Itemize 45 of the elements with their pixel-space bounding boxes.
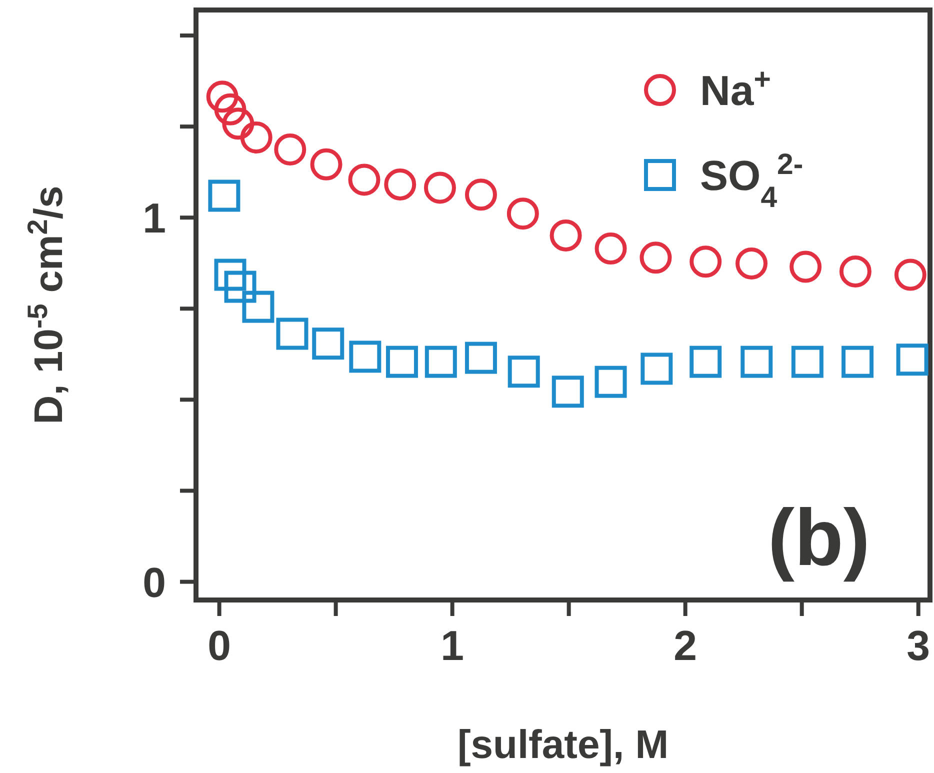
point [240,121,272,154]
point [274,133,306,166]
point [224,270,256,303]
point [842,346,874,378]
point [640,352,673,385]
point [740,346,773,378]
point [690,346,722,378]
point [894,258,926,291]
point [386,346,418,378]
point [594,232,627,265]
point [640,242,672,274]
point [736,247,768,280]
point [424,172,456,204]
point [550,219,582,252]
point [214,93,246,126]
point [208,180,240,212]
annotation: (b) [768,493,870,582]
point [594,366,627,398]
point [349,340,382,373]
point [424,346,457,378]
point [839,255,872,288]
point [508,356,540,388]
point [552,376,584,408]
point [464,342,497,374]
point [690,246,722,278]
point [242,290,274,323]
x-tick-label: 2 [674,622,698,669]
x-tick-label: 3 [906,622,930,669]
x-tick-label: 0 [208,622,231,669]
point [506,198,539,230]
point [312,328,344,360]
point [348,164,380,196]
point [464,178,497,211]
legend-label: Na$^{+}$ [700,62,771,114]
point [214,258,246,291]
point [206,80,238,113]
point [791,346,824,378]
point [276,318,308,350]
point [222,108,254,140]
x-tick-label: 1 [440,622,464,669]
x-axis-title: [sulfate], M [457,723,669,767]
point [790,250,822,283]
point [310,148,342,180]
point [384,168,416,200]
point [896,344,928,376]
